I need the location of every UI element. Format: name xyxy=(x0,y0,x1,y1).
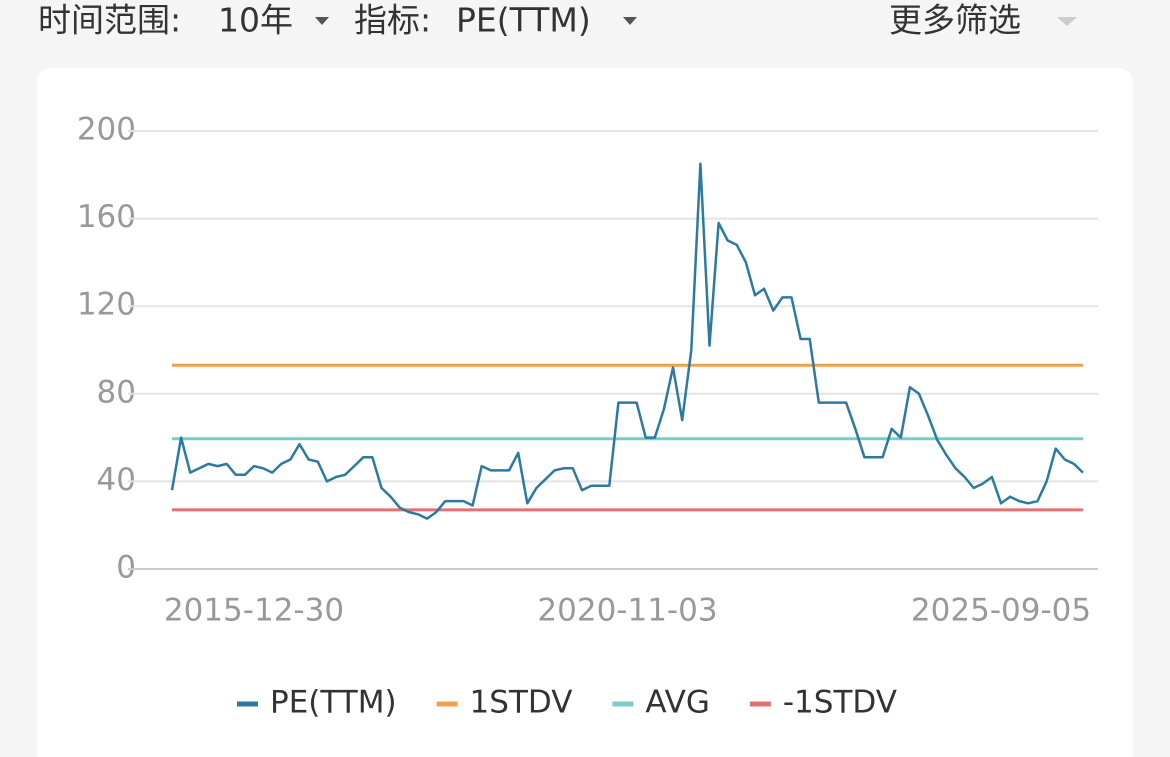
chart-card xyxy=(37,68,1133,757)
y-tick-label: 120 xyxy=(77,287,136,323)
x-tick-label: 2025-09-05 xyxy=(911,593,1091,629)
y-tick-label: 200 xyxy=(77,112,136,148)
legend-label: PE(TTM) xyxy=(270,685,397,721)
y-tick-label: 40 xyxy=(97,462,136,498)
legend-label: AVG xyxy=(645,685,709,721)
more-filters[interactable]: 更多筛选 xyxy=(889,1,1077,40)
more-filters-label: 更多筛选 xyxy=(889,1,1021,40)
x-tick-label: 2015-12-30 xyxy=(164,593,344,629)
filter-label: 时间范围: xyxy=(38,1,181,40)
filter-value: 10年 xyxy=(218,1,293,40)
y-tick-label: 0 xyxy=(116,550,136,586)
x-tick-label: 2020-11-03 xyxy=(537,593,717,629)
dropdown-arrow xyxy=(315,17,329,25)
filter-label: 指标: xyxy=(354,1,431,40)
dropdown-arrow xyxy=(623,17,637,25)
legend-label: 1STDV xyxy=(470,685,573,721)
filter-time[interactable]: 时间范围: 10年 xyxy=(38,1,329,40)
dropdown-arrow xyxy=(1057,17,1077,26)
chart: 0 40 80 120 160 200 2015-12-30 2020-11-03 2025-0… xyxy=(77,112,1098,721)
y-tick-label: 80 xyxy=(97,374,136,410)
series-line xyxy=(170,162,1084,520)
legend-label: -1STDV xyxy=(783,685,897,721)
y-tick-label: 160 xyxy=(77,199,136,235)
filter-value: PE(TTM) xyxy=(456,1,591,40)
filter-metric[interactable]: 指标: PE(TTM) xyxy=(354,1,637,40)
